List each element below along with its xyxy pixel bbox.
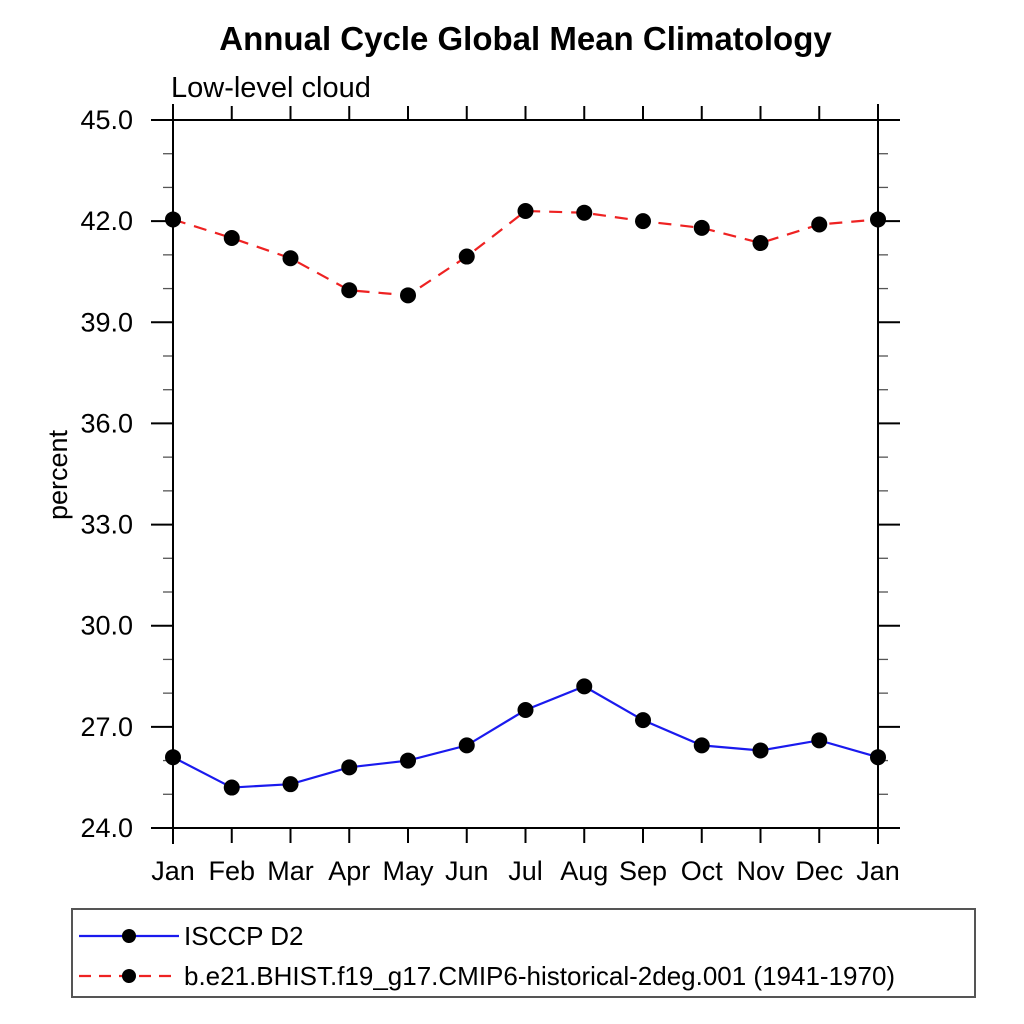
data-point-marker-0 xyxy=(165,749,181,766)
y-tick-label: 45.0 xyxy=(80,105,133,135)
data-point-marker-0 xyxy=(635,712,651,729)
x-tick-label: May xyxy=(382,856,434,886)
data-point-marker-0 xyxy=(341,759,358,776)
x-tick-label: Apr xyxy=(328,856,370,886)
x-tick-label: Jun xyxy=(445,856,489,886)
data-point-marker-1 xyxy=(576,204,593,221)
x-tick-label: Aug xyxy=(560,856,608,886)
data-point-marker-0 xyxy=(811,732,828,749)
data-point-marker-1 xyxy=(165,211,181,228)
data-point-marker-0 xyxy=(282,776,299,793)
y-tick-label: 30.0 xyxy=(80,611,133,641)
data-point-marker-1 xyxy=(635,213,651,230)
data-point-marker-1 xyxy=(341,282,358,299)
legend-marker-dot-icon xyxy=(122,929,136,943)
legend-marker-dot-icon xyxy=(122,969,136,983)
y-tick-label: 24.0 xyxy=(80,813,133,843)
series-line-1 xyxy=(172,209,879,297)
data-point-marker-0 xyxy=(752,742,769,759)
y-tick-label: 36.0 xyxy=(80,408,133,438)
x-tick-label: Nov xyxy=(736,856,785,886)
legend-line-sample xyxy=(79,929,179,943)
data-point-marker-1 xyxy=(752,235,769,252)
legend-label: ISCCP D2 xyxy=(184,920,304,951)
y-tick-label: 42.0 xyxy=(80,206,133,236)
data-point-marker-1 xyxy=(282,250,299,267)
legend: ISCCP D2 b.e21.BHIST.f19_g17.CMIP6-histo… xyxy=(71,908,976,998)
x-tick-label: Jan xyxy=(151,856,195,886)
x-tick-label: Dec xyxy=(795,856,843,886)
data-point-marker-1 xyxy=(811,216,828,233)
data-point-marker-1 xyxy=(400,287,416,304)
data-point-marker-0 xyxy=(693,737,710,754)
data-point-marker-0 xyxy=(576,678,593,695)
x-tick-label: Oct xyxy=(681,856,724,886)
x-tick-label: Jul xyxy=(508,856,543,886)
series-line-0 xyxy=(172,685,879,789)
data-point-marker-1 xyxy=(517,203,534,220)
data-point-marker-0 xyxy=(458,737,475,754)
data-point-marker-0 xyxy=(223,779,240,796)
data-point-marker-0 xyxy=(870,749,886,766)
x-tick-label: Sep xyxy=(619,856,667,886)
legend-label: b.e21.BHIST.f19_g17.CMIP6-historical-2de… xyxy=(184,960,896,991)
chart-title: Annual Cycle Global Mean Climatology xyxy=(219,20,832,57)
data-point-marker-1 xyxy=(458,248,475,265)
data-point-marker-0 xyxy=(400,752,416,769)
x-tick-label: Mar xyxy=(267,856,314,886)
data-point-marker-1 xyxy=(870,211,886,228)
y-tick-label: 27.0 xyxy=(80,712,133,742)
legend-item-isccp-d2: ISCCP D2 xyxy=(77,916,974,956)
data-point-marker-1 xyxy=(223,230,240,246)
legend-line-sample xyxy=(79,969,179,983)
y-tick-label: 33.0 xyxy=(80,510,133,540)
y-tick-label: 39.0 xyxy=(80,307,133,337)
x-tick-label: Feb xyxy=(208,856,255,886)
x-tick-label: Jan xyxy=(856,856,900,886)
data-point-marker-0 xyxy=(517,702,534,718)
legend-item-model-run: b.e21.BHIST.f19_g17.CMIP6-historical-2de… xyxy=(77,956,974,996)
data-point-marker-1 xyxy=(693,219,710,236)
chart-subtitle: Low-level cloud xyxy=(171,72,371,104)
